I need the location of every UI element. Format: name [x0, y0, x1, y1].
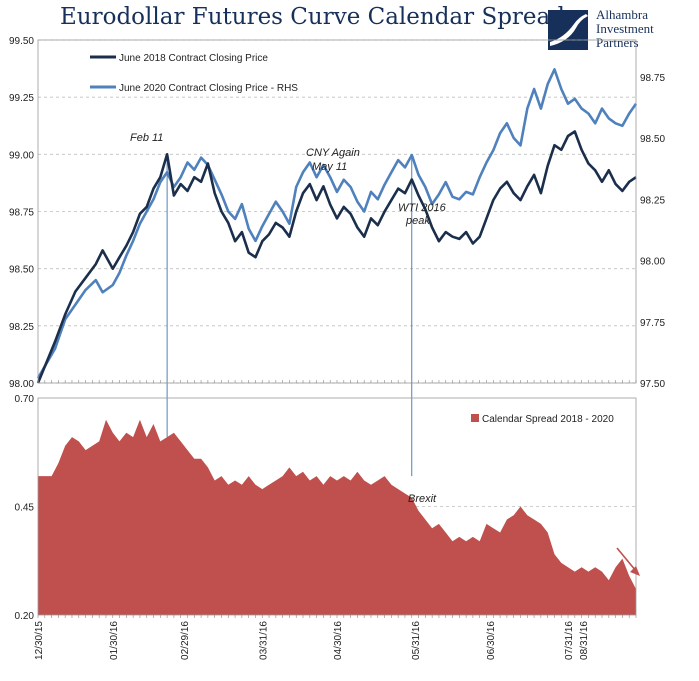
x-tick-label: 03/31/16 — [258, 621, 269, 660]
spread-area — [38, 419, 636, 615]
annotation-wti-2016: WTI 2016 — [398, 202, 447, 214]
y-right-tick-label: 97.50 — [640, 379, 665, 390]
annotation-may11: May 11 — [312, 161, 347, 173]
down-arrow-icon — [616, 547, 640, 576]
spread-area-layer — [38, 419, 636, 615]
legend-label: Calendar Spread 2018 - 2020 — [482, 414, 614, 425]
x-tick-label: 07/31/16 — [564, 621, 575, 660]
logo-text: Alhambra Investment Partners — [596, 8, 654, 50]
y-left-tick-label: 98.00 — [9, 379, 34, 390]
y-left-tick-label: 98.50 — [9, 265, 34, 276]
legend: June 2018 Contract Closing Price June 202… — [90, 53, 614, 425]
x-tick-label: 02/29/16 — [180, 621, 191, 660]
x-tick-label: 01/30/16 — [109, 621, 120, 660]
y-left-tick-label: 98.75 — [9, 208, 34, 219]
logo-line: Partners — [596, 35, 639, 50]
y-left-tick-label: 98.25 — [9, 322, 34, 333]
legend-label: June 2020 Contract Closing Price - RHS — [119, 83, 298, 94]
y-left-tick-label: 99.25 — [9, 93, 34, 104]
x-tick-label: 08/31/16 — [579, 621, 590, 660]
y-right-tick-label: 97.75 — [640, 318, 665, 329]
y-right-tick-label: 98.75 — [640, 73, 665, 84]
annotation-brexit: Brexit — [408, 493, 437, 505]
annotation-feb11: Feb 11 — [130, 132, 163, 144]
logo-swoosh-icon — [548, 10, 588, 50]
annotation-peak: peak — [405, 215, 430, 227]
y-right-tick-label: 98.50 — [640, 134, 665, 145]
legend-swatch — [471, 414, 479, 422]
x-tick-label: 12/30/15 — [34, 621, 45, 660]
annotation-cny-again: CNY Again — [306, 147, 360, 159]
legend-label: June 2018 Contract Closing Price — [119, 53, 268, 64]
spread-y-tick-label: 0.70 — [15, 394, 35, 405]
annotation-lines — [166, 156, 413, 477]
company-logo: Alhambra Investment Partners — [546, 8, 696, 52]
spread-y-tick-label: 0.45 — [15, 503, 35, 514]
june2018-line — [36, 130, 637, 384]
x-tick-label: 05/31/16 — [411, 621, 422, 660]
x-tick-label: 04/30/16 — [333, 621, 344, 660]
logo-line: Alhambra — [596, 7, 648, 22]
logo-line: Investment — [596, 21, 654, 36]
y-left-tick-label: 99.50 — [9, 36, 34, 47]
y-left-tick-label: 99.00 — [9, 150, 34, 161]
june2020-line — [36, 68, 638, 379]
y-right-tick-label: 98.00 — [640, 257, 665, 268]
axes: 98.00 98.25 98.50 98.75 99.00 99.25 99.50 97.50… — [9, 36, 665, 660]
spread-y-tick-label: 0.20 — [15, 611, 35, 622]
x-tick-label: 06/30/16 — [486, 621, 497, 660]
y-right-tick-label: 98.25 — [640, 195, 665, 206]
chart-title: Eurodollar Futures Curve Calendar Spread — [60, 4, 565, 30]
price-lines-layer — [36, 68, 638, 384]
